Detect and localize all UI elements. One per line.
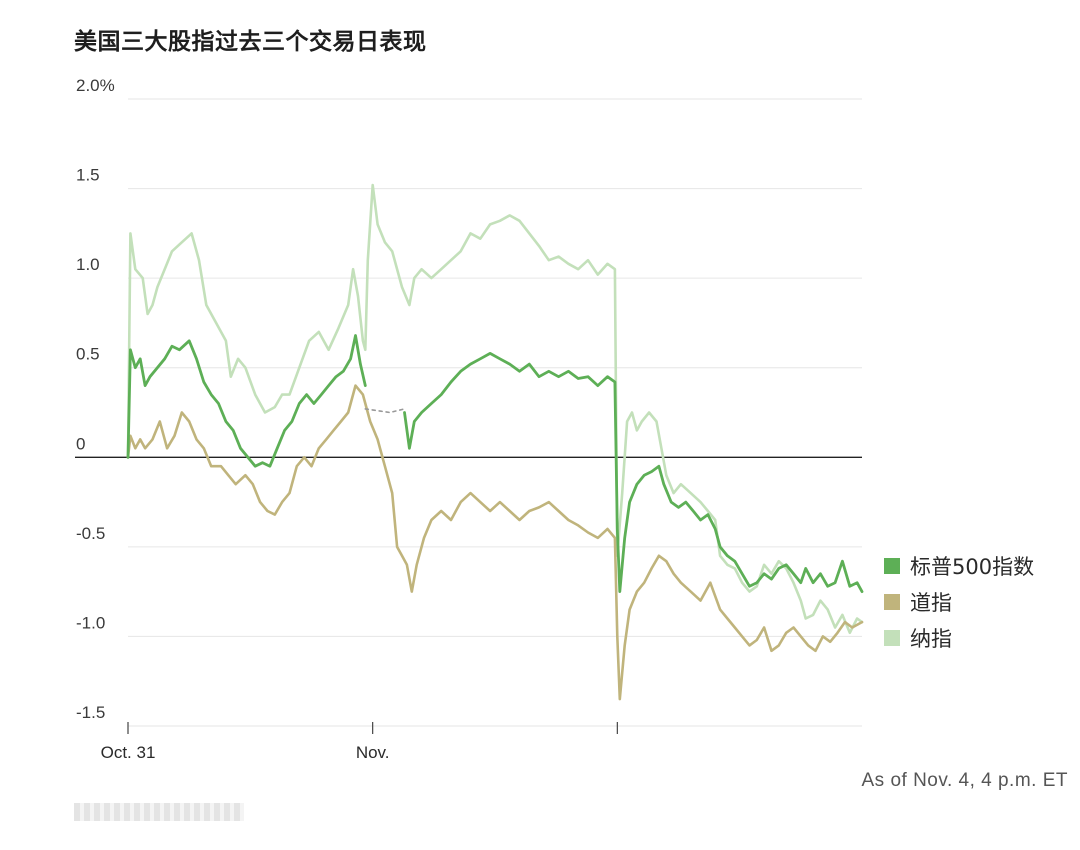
- legend-label: 道指: [910, 591, 952, 615]
- series-line-4: [364, 408, 406, 414]
- series-line-2: [126, 334, 367, 468]
- y-tick-label: 2.0%: [76, 76, 115, 95]
- y-tick-label: 0: [76, 434, 85, 453]
- x-axis-ticks: Oct. 31 Nov.: [101, 722, 618, 762]
- legend-swatch: [884, 630, 900, 646]
- series-line-0: [126, 183, 864, 635]
- legend-swatch: [884, 594, 900, 610]
- timestamp-note: As of Nov. 4, 4 p.m. ET: [861, 770, 1068, 791]
- y-tick-label: 0.5: [76, 345, 100, 364]
- legend-swatch: [884, 558, 900, 574]
- legend-label: 标普500指数: [910, 555, 1034, 579]
- legend-label: 纳指: [910, 627, 952, 651]
- series-line-3: [403, 352, 864, 593]
- y-tick-label: -0.5: [76, 524, 105, 543]
- watermark: [74, 803, 244, 821]
- y-tick-label: 1.0: [76, 255, 100, 274]
- x-tick-label: Oct. 31: [101, 743, 156, 762]
- x-tick-label: Nov.: [356, 743, 390, 762]
- series-line-1: [126, 384, 864, 701]
- series-lines: [126, 183, 864, 701]
- y-tick-label: 1.5: [76, 166, 100, 185]
- y-tick-label: -1.0: [76, 613, 105, 632]
- gridlines: [75, 98, 862, 727]
- y-tick-label: -1.5: [76, 703, 105, 722]
- chart-title: 美国三大股指过去三个交易日表现: [74, 29, 427, 55]
- y-axis-ticks: 2.0% 1.5 1.0 0.5 0 -0.5 -1.0 -1.5: [76, 76, 115, 722]
